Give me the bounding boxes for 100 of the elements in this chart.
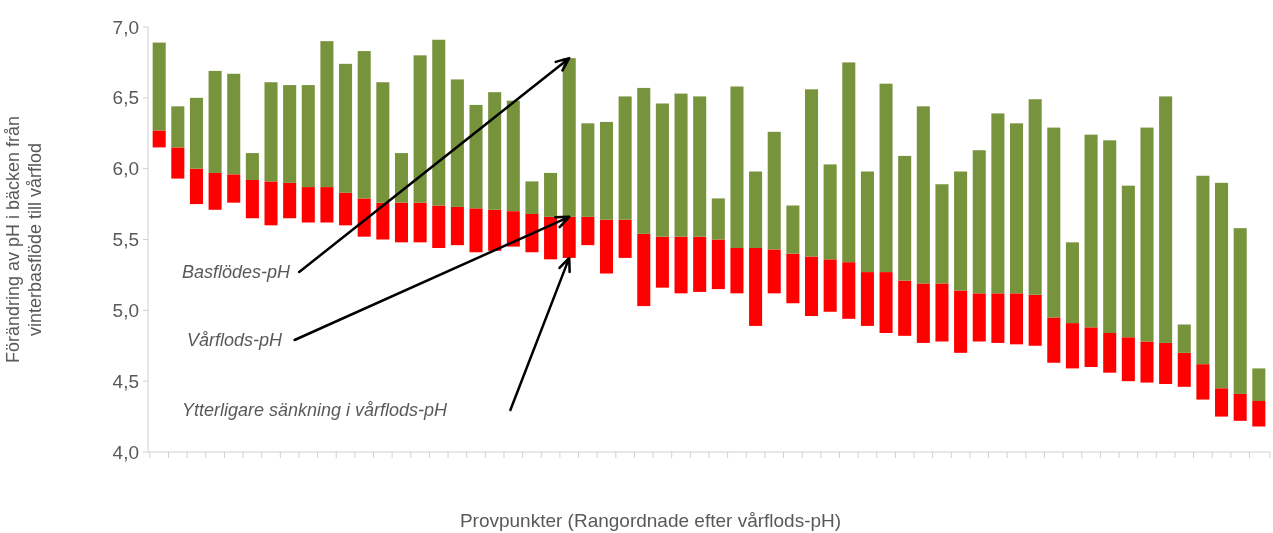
bar (972, 150, 986, 294)
bar (1159, 96, 1173, 343)
bar (562, 216, 576, 258)
bar (599, 121, 614, 220)
bar (767, 249, 781, 294)
bar (301, 85, 315, 188)
bar (1177, 352, 1191, 387)
bar (1159, 342, 1173, 384)
bar (804, 89, 819, 257)
bar (786, 205, 800, 254)
bar (749, 248, 763, 326)
bar (618, 96, 632, 220)
bar (1177, 324, 1191, 353)
bar (674, 93, 688, 237)
bar (1140, 127, 1154, 342)
bar (189, 168, 203, 205)
bar (1084, 327, 1098, 367)
bar (339, 63, 353, 193)
bar (1047, 317, 1061, 363)
bar (823, 259, 837, 312)
bar (525, 181, 539, 214)
bar (450, 79, 464, 207)
bar (339, 192, 353, 226)
bar (1047, 127, 1061, 318)
bar (152, 130, 166, 148)
bar (171, 106, 185, 148)
bar (655, 103, 669, 237)
bar (320, 187, 334, 223)
y-tick-label: 5,0 (112, 299, 139, 321)
bar (1140, 341, 1154, 383)
bar (469, 104, 483, 209)
bar (1252, 368, 1266, 401)
bar (506, 211, 520, 247)
bar (1252, 401, 1266, 427)
bar (730, 248, 744, 294)
bar (637, 87, 651, 234)
bar (394, 202, 408, 243)
bar (898, 280, 912, 336)
bar (1233, 228, 1247, 394)
bar (152, 42, 166, 131)
bar (898, 155, 912, 281)
y-tick-label: 7,0 (112, 16, 139, 38)
bar (637, 233, 651, 307)
bar (879, 83, 893, 273)
bar (860, 171, 874, 273)
bar (935, 283, 949, 342)
y-tick-label: 4,0 (112, 441, 139, 463)
bar (432, 205, 446, 248)
bar (674, 236, 688, 294)
bar (1196, 175, 1210, 365)
bar (357, 51, 371, 199)
bar (804, 256, 819, 316)
annotation: Basflödes-pH (182, 262, 292, 282)
bar (1010, 293, 1024, 345)
bar (1121, 185, 1135, 338)
bar (264, 181, 278, 226)
bar (357, 198, 371, 237)
bar (711, 198, 725, 240)
bar (171, 147, 185, 179)
x-axis-title: Provpunkter (Rangordnade efter vårflods-pH) (459, 510, 842, 531)
y-tick-label: 5,5 (112, 229, 139, 251)
bar (1028, 99, 1042, 295)
bar (1028, 294, 1042, 346)
bar (1103, 140, 1117, 333)
bar (618, 219, 632, 258)
bar (525, 214, 539, 253)
bar (413, 55, 427, 203)
bar (245, 153, 259, 180)
bar (581, 216, 595, 246)
bar (954, 171, 968, 291)
bar (972, 293, 986, 342)
bar (599, 219, 614, 274)
y-tick-label: 6,5 (112, 87, 139, 109)
bar (506, 100, 520, 212)
y-axis-title: Förändring av pH i bäcken från vinterbasflöde till vårflod (3, 115, 45, 364)
bar (245, 180, 259, 219)
bar (1215, 388, 1229, 417)
bar (860, 272, 874, 326)
bar (469, 208, 483, 253)
bar (916, 283, 930, 343)
bar (693, 96, 707, 237)
y-tick-label: 4,5 (112, 370, 139, 392)
bar (749, 171, 763, 248)
bar (991, 293, 1005, 343)
bar (1065, 242, 1079, 324)
bar (227, 73, 241, 175)
bar (1065, 323, 1079, 369)
annotation: Ytterligare sänkning i vårflods-pH (182, 400, 449, 420)
bar (935, 184, 949, 284)
bar (655, 236, 669, 288)
bar (1010, 123, 1024, 294)
bar (264, 82, 278, 182)
bar (544, 172, 558, 217)
bar (842, 62, 856, 263)
bar (562, 58, 576, 217)
bar (283, 182, 297, 219)
bar (786, 253, 800, 304)
bar (208, 70, 222, 173)
bar (991, 113, 1005, 294)
bar (1121, 337, 1135, 382)
